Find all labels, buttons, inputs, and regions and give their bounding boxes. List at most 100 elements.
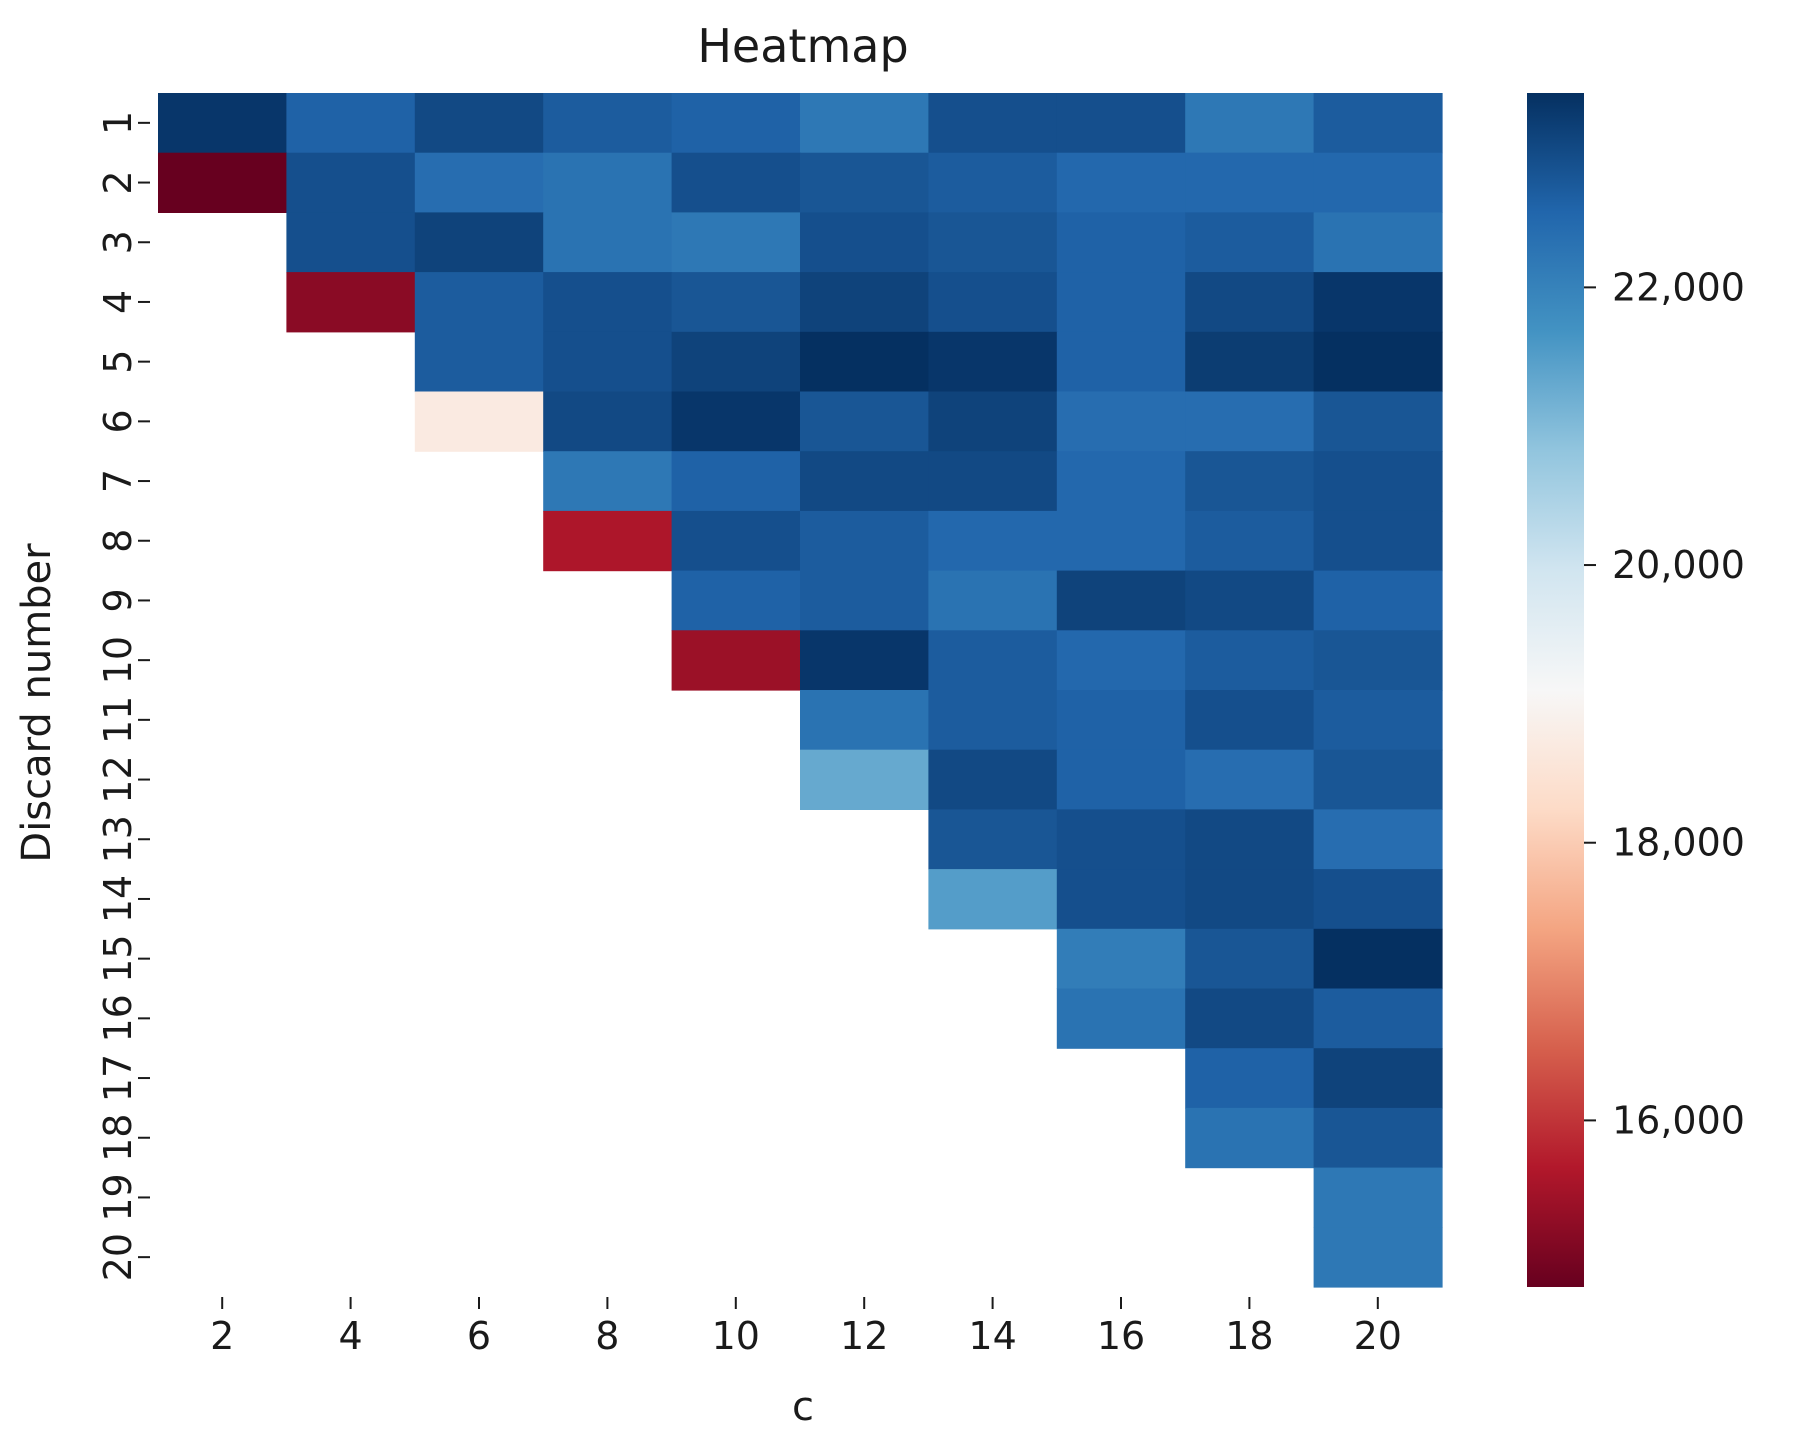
heatmap-cell-r2-c5 [671, 152, 801, 213]
heatmap-cell-r10-c7 [928, 630, 1058, 691]
heatmap-cell-r1-c2 [286, 93, 416, 154]
heatmap-cell-r6-c3 [414, 391, 544, 452]
heatmap-cell-r4-c4 [543, 272, 673, 333]
heatmap-cell-r9-c6 [800, 570, 929, 631]
heatmap-cell-r3-c8 [1056, 212, 1186, 273]
heatmap-cell-r4-c6 [800, 272, 929, 333]
heatmap-cell-r1-c9 [1185, 93, 1315, 154]
heatmap-cell-r6-c7 [928, 391, 1058, 452]
y-tick-label: 12 [96, 755, 140, 803]
heatmap-cell-r4-c5 [671, 272, 801, 333]
heatmap-cell-r17-c9 [1185, 1048, 1315, 1109]
x-tick-label: 8 [595, 1314, 619, 1358]
heatmap-cell-r5-c5 [671, 331, 801, 393]
heatmap-cell-r1-c8 [1056, 93, 1186, 154]
x-axis-ticks: 2 4 6 8 10 12 14 16 18 20 [210, 1297, 1402, 1358]
heatmap-cell-r20-c10 [1313, 1227, 1443, 1288]
heatmap-cell-r2-c6 [800, 152, 929, 213]
colorbar-tick-label: 20,000 [1612, 543, 1745, 587]
heatmap-cell-r4-c8 [1056, 272, 1186, 333]
heatmap-cell-r4-c2 [286, 272, 416, 333]
heatmap-cell-r5-c6 [800, 331, 929, 393]
heatmap-cell-r4-c10 [1313, 272, 1443, 333]
heatmap-cell-r8-c8 [1056, 510, 1186, 572]
y-tick-label: 4 [96, 290, 140, 314]
heatmap-cell-r14-c10 [1313, 869, 1443, 930]
heatmap-cell-r14-c7 [928, 869, 1058, 930]
heatmap-cell-r3-c4 [543, 212, 673, 273]
heatmap-cell-r2-c3 [414, 152, 544, 213]
heatmap-cell-r11-c7 [928, 690, 1058, 751]
heatmap-cell-r18-c9 [1185, 1107, 1315, 1169]
heatmap-cell-r7-c6 [800, 451, 929, 512]
heatmap-cell-r2-c1 [158, 152, 287, 213]
heatmap-cell-r6-c10 [1313, 391, 1443, 452]
heatmap-cells [158, 93, 1443, 1288]
heatmap-cell-r7-c5 [671, 451, 801, 512]
heatmap-cell-r9-c9 [1185, 570, 1315, 631]
y-tick-label: 13 [96, 815, 140, 863]
heatmap-cell-r10-c5 [671, 630, 801, 691]
heatmap-cell-r1-c6 [800, 93, 929, 154]
heatmap-cell-r5-c7 [928, 331, 1058, 393]
y-tick-label: 7 [96, 469, 140, 493]
y-tick-label: 11 [96, 696, 140, 744]
y-tick-label: 6 [96, 409, 140, 433]
heatmap-cell-r13-c10 [1313, 809, 1443, 870]
x-tick-label: 2 [210, 1314, 234, 1358]
heatmap-cell-r12-c10 [1313, 749, 1443, 810]
x-tick-label: 16 [1097, 1314, 1145, 1358]
y-tick-label: 17 [96, 1054, 140, 1102]
heatmap-cell-r3-c7 [928, 212, 1058, 273]
heatmap-cell-r7-c7 [928, 451, 1058, 512]
heatmap-cell-r11-c6 [800, 690, 929, 751]
heatmap-cell-r16-c8 [1056, 988, 1186, 1049]
heatmap-cell-r6-c9 [1185, 391, 1315, 452]
heatmap-cell-r3-c10 [1313, 212, 1443, 273]
y-tick-label: 8 [96, 529, 140, 553]
heatmap-cell-r4-c3 [414, 272, 544, 333]
heatmap-cell-r1-c4 [543, 93, 673, 154]
heatmap-cell-r6-c8 [1056, 391, 1186, 452]
y-tick-label: 19 [96, 1173, 140, 1221]
heatmap-cell-r8-c10 [1313, 510, 1443, 572]
heatmap-cell-r4-c7 [928, 272, 1058, 333]
x-tick-label: 14 [968, 1314, 1016, 1358]
heatmap-cell-r3-c6 [800, 212, 929, 273]
heatmap-cell-r1-c10 [1313, 93, 1443, 154]
heatmap-cell-r12-c6 [800, 749, 929, 810]
heatmap-cell-r1-c7 [928, 93, 1058, 154]
colorbar-tick-label: 16,000 [1612, 1098, 1745, 1142]
heatmap-cell-r16-c9 [1185, 988, 1315, 1049]
heatmap-cell-r8-c6 [800, 510, 929, 572]
heatmap-cell-r7-c9 [1185, 451, 1315, 512]
y-tick-label: 2 [96, 170, 140, 194]
y-tick-label: 15 [96, 934, 140, 982]
y-tick-label: 14 [96, 875, 140, 923]
heatmap-cell-r8-c5 [671, 510, 801, 572]
heatmap-cell-r15-c9 [1185, 928, 1315, 990]
heatmap-cell-r3-c9 [1185, 212, 1315, 273]
x-tick-label: 12 [840, 1314, 888, 1358]
colorbar-tick-label: 22,000 [1612, 265, 1745, 309]
heatmap-cell-r1-c1 [158, 93, 287, 154]
heatmap-cell-r10-c9 [1185, 630, 1315, 691]
heatmap-cell-r8-c7 [928, 510, 1058, 572]
heatmap-cell-r7-c4 [543, 451, 673, 512]
heatmap-cell-r15-c10 [1313, 928, 1443, 990]
heatmap-cell-r9-c7 [928, 570, 1058, 631]
heatmap-cell-r8-c4 [543, 510, 673, 572]
colorbar [1527, 93, 1584, 1287]
heatmap-cell-r13-c8 [1056, 809, 1186, 870]
heatmap-cell-r14-c8 [1056, 869, 1186, 930]
colorbar-tick-label: 18,000 [1612, 821, 1745, 865]
heatmap-cell-r5-c8 [1056, 331, 1186, 393]
x-tick-label: 10 [712, 1314, 760, 1358]
heatmap-cell-r3-c2 [286, 212, 416, 273]
heatmap-cell-r6-c6 [800, 391, 929, 452]
chart-title: Heatmap [697, 19, 908, 73]
y-tick-label: 3 [96, 230, 140, 254]
y-tick-label: 9 [96, 588, 140, 612]
y-tick-label: 10 [96, 636, 140, 684]
